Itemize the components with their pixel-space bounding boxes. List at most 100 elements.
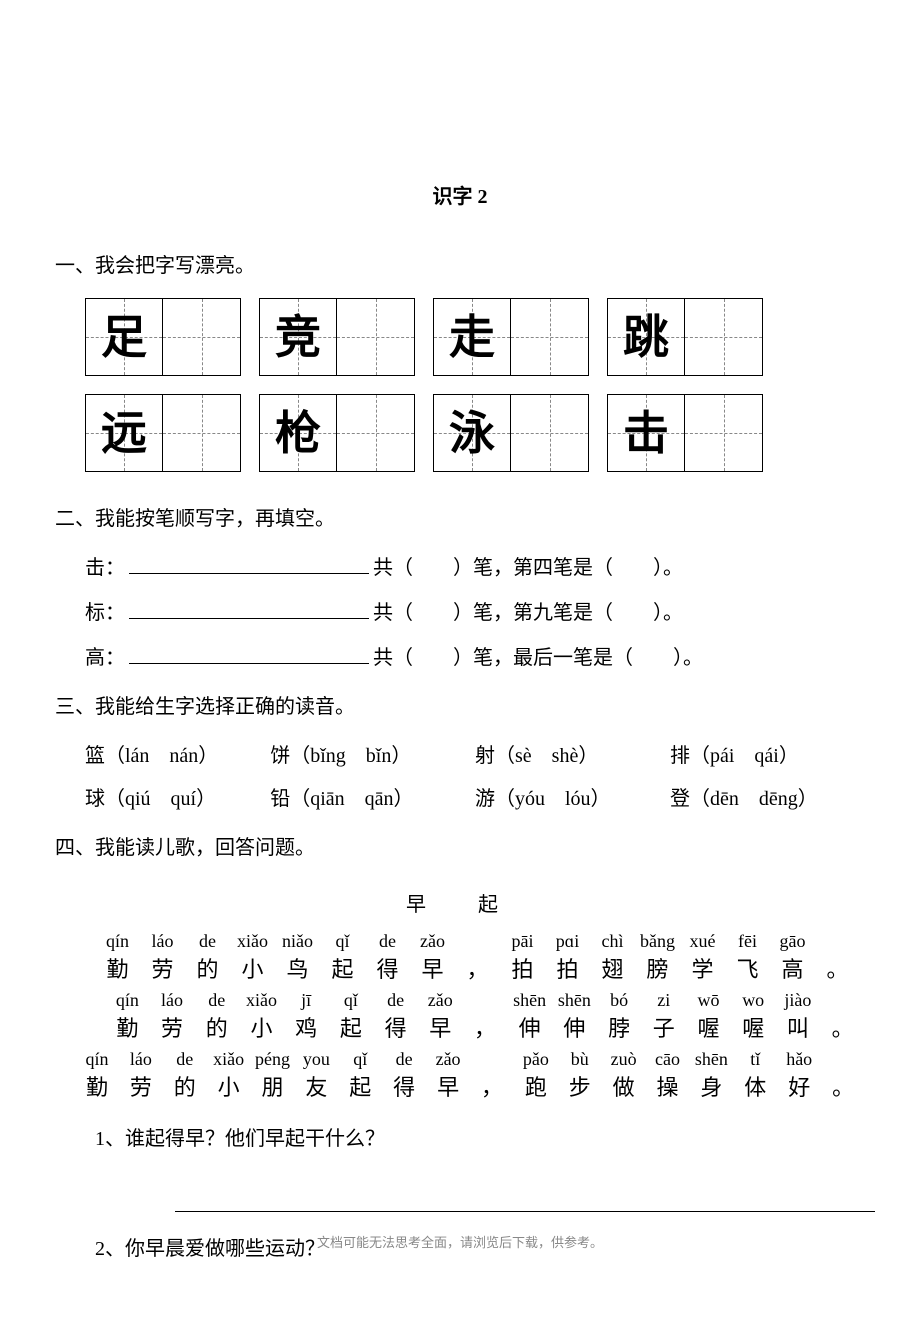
poem-pinyin-cell: pɑi <box>545 931 590 952</box>
poem-pinyin-cell <box>455 931 500 952</box>
char-box-filled: 足 <box>85 298 163 376</box>
poem-char-cell: 小 <box>239 1011 284 1043</box>
poem-char-cell: 小 <box>230 952 275 984</box>
poem-char-cell: 小 <box>207 1070 251 1102</box>
poem-char-cell: 。 <box>815 952 860 984</box>
poem-pinyin-cell: you <box>294 1049 338 1070</box>
pinyin-section: 篮（lán nán）饼（bǐng bǐn）射（sè shè）排（pái qái）… <box>85 739 865 811</box>
char-box-filled: 竞 <box>259 298 337 376</box>
poem-char-cell: 得 <box>382 1070 426 1102</box>
poem-pinyin-cell: fēi <box>725 931 770 952</box>
stroke-line: 标： 共（ ）笔，第九笔是（ ）。 <box>85 596 865 625</box>
char-box-empty[interactable] <box>511 394 589 472</box>
poem-pinyin-cell: gāo <box>770 931 815 952</box>
poem-pinyin-cell: shēn <box>552 990 597 1011</box>
poem-pinyin-cell: shēn <box>689 1049 733 1070</box>
poem-pinyin-cell: pǎo <box>514 1049 558 1070</box>
poem-pinyin-cell: láo <box>140 931 185 952</box>
pinyin-item: 饼（bǐng bǐn） <box>270 739 475 768</box>
poem-char-cell: 劳 <box>140 952 185 984</box>
poem-char-cell: 得 <box>365 952 410 984</box>
poem-char-cell: 友 <box>294 1070 338 1102</box>
poem-line: qínláodexiǎoniǎoqǐdezǎopāipɑichìbǎngxuéf… <box>55 931 865 984</box>
char-box-filled: 泳 <box>433 394 511 472</box>
char-zou: 走 <box>449 314 495 360</box>
poem-pinyin-cell: bù <box>558 1049 602 1070</box>
char-zu: 足 <box>101 314 147 360</box>
poem-pinyin-cell: jiào <box>776 990 821 1011</box>
char-row: 远 枪 泳 击 <box>85 394 865 472</box>
pinyin-item: 登（dēn dēng） <box>670 782 865 811</box>
poem-pinyin-cell: de <box>185 931 230 952</box>
poem-pinyin-row: qínláodexiǎojīqǐdezǎoshēnshēnbóziwōwojià… <box>105 990 865 1011</box>
poem-char-cell: 早 <box>410 952 455 984</box>
poem-pinyin-cell: shēn <box>507 990 552 1011</box>
poem-char-cell: 膀 <box>635 952 680 984</box>
poem-pinyin-cell: zǎo <box>410 931 455 952</box>
pinyin-row: 篮（lán nán）饼（bǐng bǐn）射（sè shè）排（pái qái） <box>85 739 865 768</box>
char-jing: 竞 <box>275 314 321 360</box>
poem-pinyin-cell <box>463 990 508 1011</box>
char-box-empty[interactable] <box>337 394 415 472</box>
poem-pinyin-cell: de <box>365 931 410 952</box>
answer-line[interactable] <box>175 1187 875 1212</box>
poem-char-cell: 鸟 <box>275 952 320 984</box>
poem-pinyin-cell: qǐ <box>320 931 365 952</box>
poem-char-cell: 起 <box>329 1011 374 1043</box>
poem-pinyin-cell: qǐ <box>329 990 374 1011</box>
stroke-blank[interactable] <box>129 598 369 619</box>
poem-pinyin-cell: de <box>382 1049 426 1070</box>
poem-char-cell: 拍 <box>500 952 545 984</box>
poem-pinyin-row: qínláodexiǎoniǎoqǐdezǎopāipɑichìbǎngxuéf… <box>95 931 865 952</box>
poem-char-cell: 鸡 <box>284 1011 329 1043</box>
char-pair: 走 <box>433 298 589 376</box>
section2-heading: 二、我能按笔顺写字，再填空。 <box>55 502 865 531</box>
poem-pinyin-cell: xiǎo <box>239 990 284 1011</box>
poem-pinyin-cell: wo <box>731 990 776 1011</box>
poem-line: qínláodexiǎopéngyouqǐdezǎopǎobùzuòcāoshē… <box>55 1049 865 1102</box>
poem-pinyin-cell <box>820 990 865 1011</box>
poem-pinyin-cell: bó <box>597 990 642 1011</box>
poem-char-cell: 劳 <box>119 1070 163 1102</box>
section3-heading: 三、我能给生字选择正确的读音。 <box>55 690 865 719</box>
footer-note: 文档可能无法思考全面，请浏览后下载，供参考。 <box>0 1232 920 1251</box>
char-box-empty[interactable] <box>163 298 241 376</box>
poem-char-cell: 脖 <box>597 1011 642 1043</box>
poem-pinyin-cell: zǎo <box>418 990 463 1011</box>
pinyin-item: 射（sè shè） <box>475 739 670 768</box>
stroke-blank[interactable] <box>129 553 369 574</box>
char-box-empty[interactable] <box>685 298 763 376</box>
poem-char-cell: ， <box>455 952 500 984</box>
poem-pinyin-cell: láo <box>119 1049 163 1070</box>
poem-pinyin-cell: láo <box>150 990 195 1011</box>
poem-char-cell: 子 <box>641 1011 686 1043</box>
pinyin-item: 游（yóu lóu） <box>475 782 670 811</box>
question-1: 1、谁起得早？他们早起干什么？ <box>95 1122 865 1151</box>
poem-char-cell: 伸 <box>552 1011 597 1043</box>
stroke-blank[interactable] <box>129 643 369 664</box>
poem-char-row: 勤劳的小鸡起得早，伸伸脖子喔喔叫。 <box>105 1011 865 1043</box>
poem-pinyin-cell: xué <box>680 931 725 952</box>
poem-char-cell: 叫 <box>776 1011 821 1043</box>
poem-pinyin-cell: chì <box>590 931 635 952</box>
char-box-empty[interactable] <box>685 394 763 472</box>
char-box-empty[interactable] <box>337 298 415 376</box>
poem-pinyin-cell: de <box>194 990 239 1011</box>
char-box-filled: 跳 <box>607 298 685 376</box>
char-pair: 泳 <box>433 394 589 472</box>
char-box-empty[interactable] <box>511 298 589 376</box>
poem-char-cell: 高 <box>770 952 815 984</box>
worksheet-page: 识字 2 一、我会把字写漂亮。 足 竞 走 跳 远 <box>0 0 920 1321</box>
poem-pinyin-cell: qín <box>95 931 140 952</box>
poem-char-cell: 。 <box>821 1070 865 1102</box>
poem-char-cell: 拍 <box>545 952 590 984</box>
char-box-empty[interactable] <box>163 394 241 472</box>
poem-char-cell: 伸 <box>507 1011 552 1043</box>
char-pair: 足 <box>85 298 241 376</box>
stroke-line: 击： 共（ ）笔，第四笔是（ ）。 <box>85 551 865 580</box>
poem-char-row: 勤劳的小鸟起得早，拍拍翅膀学飞高。 <box>95 952 865 984</box>
poem-pinyin-cell: zi <box>641 990 686 1011</box>
poem-pinyin-cell: zuò <box>602 1049 646 1070</box>
poem-char-cell: 得 <box>373 1011 418 1043</box>
poem-char-cell: 。 <box>820 1011 865 1043</box>
